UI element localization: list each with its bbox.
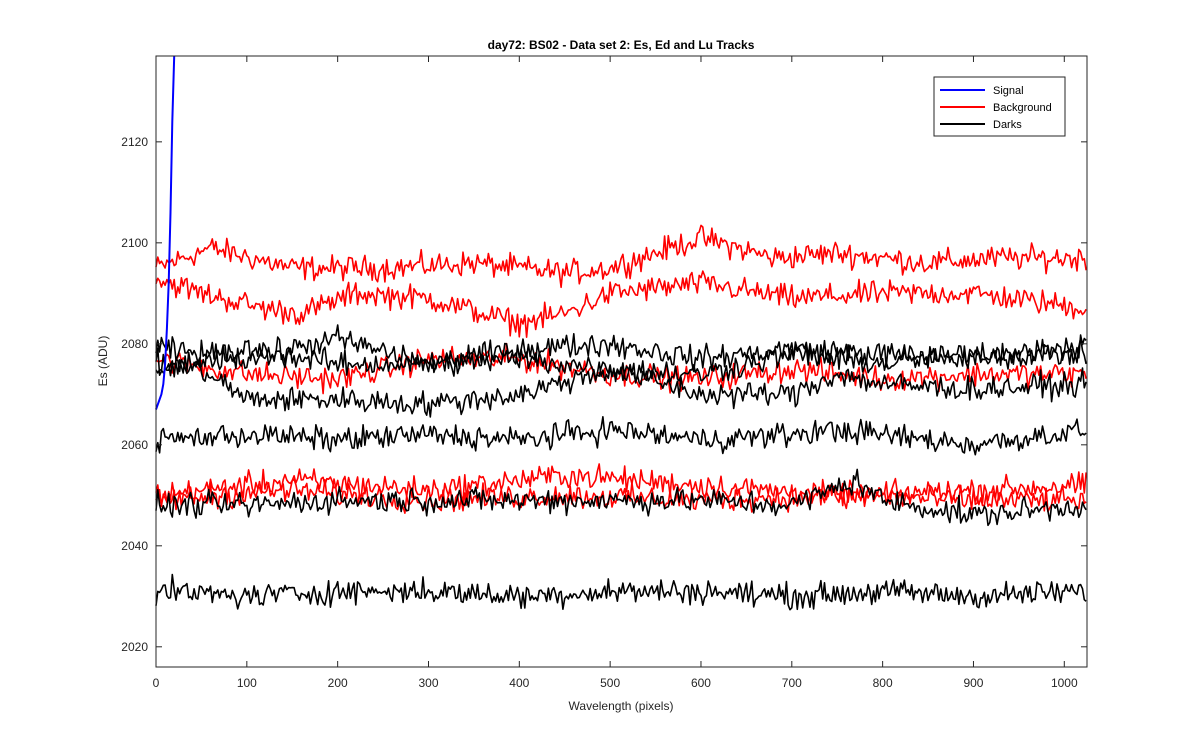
y-axis-ticks: 2020 2040 2060 2080 2100 2120 (121, 135, 1087, 654)
legend-label-darks: Darks (993, 119, 1022, 131)
x-tick-label: 800 (873, 676, 893, 690)
x-tick-label: 700 (782, 676, 802, 690)
series-line-background-4 (155, 478, 1087, 514)
series-line-darks-8 (155, 416, 1087, 456)
series-line-background-1 (155, 270, 1087, 338)
x-tick-label: 200 (328, 676, 348, 690)
legend: Signal Background Darks (933, 76, 1066, 137)
series-line-darks-10 (155, 573, 1087, 611)
y-tick-label: 2100 (121, 236, 148, 250)
legend-label-signal: Signal (993, 85, 1024, 97)
series-line-darks-7 (155, 347, 1087, 418)
y-tick-label: 2020 (121, 640, 148, 654)
plot-frame (155, 55, 1088, 668)
series-line-signal (155, 55, 176, 410)
series-line-darks-6 (155, 337, 1087, 383)
series-layer (155, 55, 1087, 611)
x-tick-label: 100 (237, 676, 257, 690)
legend-label-background: Background (993, 102, 1052, 114)
y-tick-label: 2060 (121, 438, 148, 452)
y-tick-label: 2080 (121, 337, 148, 351)
x-tick-label: 1000 (1051, 676, 1078, 690)
y-tick-label: 2040 (121, 539, 148, 553)
x-axis-ticks: 0 100 200 300 400 500 600 700 800 900 1000 (153, 56, 1078, 690)
x-tick-label: 500 (600, 676, 620, 690)
x-tick-label: 0 (153, 676, 160, 690)
x-axis-label: Wavelength (pixels) (569, 699, 674, 713)
x-tick-label: 300 (418, 676, 438, 690)
series-line-darks-5 (155, 324, 1087, 374)
series-line-background-3 (155, 463, 1087, 510)
series-line-background-0 (155, 224, 1087, 289)
y-tick-label: 2120 (121, 135, 148, 149)
x-tick-label: 600 (691, 676, 711, 690)
chart-title: day72: BS02 - Data set 2: Es, Ed and Lu … (488, 38, 755, 52)
x-tick-label: 400 (509, 676, 529, 690)
x-tick-label: 900 (963, 676, 983, 690)
series-line-darks-9 (155, 468, 1087, 527)
y-axis-label: Es (ADU) (96, 336, 110, 387)
